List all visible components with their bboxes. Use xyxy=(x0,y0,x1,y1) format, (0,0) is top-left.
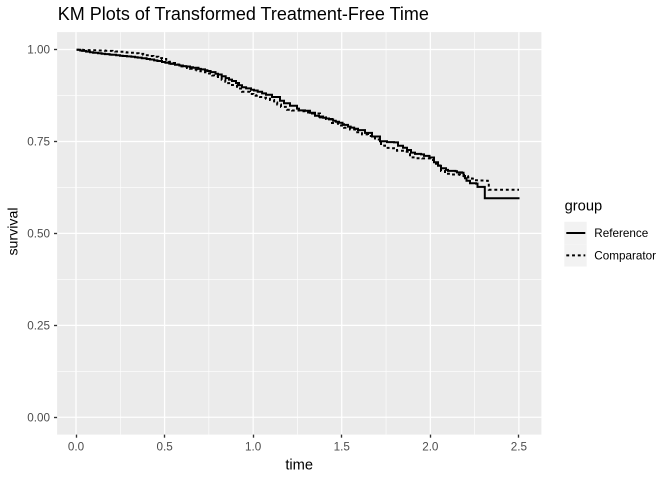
svg-text:KM Plots of Transformed Treatm: KM Plots of Transformed Treatment-Free T… xyxy=(58,4,429,24)
svg-text:time: time xyxy=(285,458,313,474)
svg-text:Comparator: Comparator xyxy=(594,250,656,263)
svg-text:0.25: 0.25 xyxy=(27,320,50,333)
svg-text:2.0: 2.0 xyxy=(422,440,439,453)
svg-text:0.00: 0.00 xyxy=(27,412,50,425)
svg-text:Reference: Reference xyxy=(594,227,648,240)
svg-text:1.0: 1.0 xyxy=(245,440,262,453)
svg-text:0.0: 0.0 xyxy=(68,440,85,453)
svg-text:group: group xyxy=(565,198,603,214)
svg-text:survival: survival xyxy=(6,207,22,255)
svg-text:1.00: 1.00 xyxy=(27,44,50,57)
svg-text:0.5: 0.5 xyxy=(156,440,173,453)
svg-text:1.5: 1.5 xyxy=(334,440,351,453)
svg-text:2.5: 2.5 xyxy=(511,440,528,453)
svg-text:0.50: 0.50 xyxy=(27,228,50,241)
svg-text:0.75: 0.75 xyxy=(27,136,50,149)
